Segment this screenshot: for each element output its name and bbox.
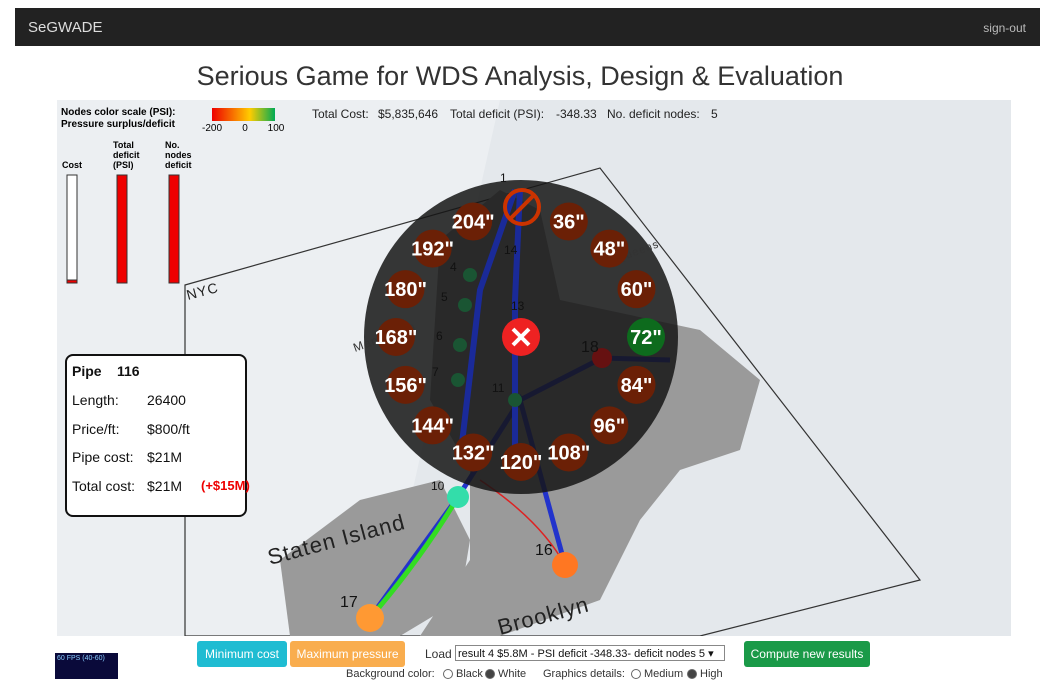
node-label: 13 bbox=[511, 299, 525, 313]
bar-label: Cost bbox=[62, 160, 82, 170]
node-label: 14 bbox=[504, 243, 518, 257]
diameter-label: 168" bbox=[375, 327, 418, 349]
diameter-label: 180" bbox=[384, 279, 427, 301]
diameter-label: 60" bbox=[621, 279, 653, 301]
region-label: NYC bbox=[185, 279, 221, 303]
option-black[interactable]: Black bbox=[440, 668, 483, 680]
option-text: White bbox=[498, 668, 526, 680]
load-label: Load : bbox=[425, 647, 458, 661]
bar-frame bbox=[67, 175, 77, 283]
region-label: Brooklyn bbox=[495, 591, 592, 636]
pipe-field-label: Pipe cost: bbox=[72, 449, 133, 465]
color-scale bbox=[212, 108, 275, 121]
diameter-label: 48" bbox=[594, 239, 626, 261]
bar-fill bbox=[169, 175, 179, 283]
summary-value: -348.33 bbox=[556, 107, 597, 121]
pipe-id: 116 bbox=[117, 363, 140, 379]
diameter-label: 192" bbox=[411, 239, 454, 261]
diameter-label: 36" bbox=[553, 212, 585, 234]
pipe-field-value: 26400 bbox=[147, 392, 186, 408]
node-label: 4 bbox=[450, 260, 457, 274]
max-pressure-button[interactable]: Maximum pressure bbox=[290, 641, 405, 667]
pipe-field-label: Total cost: bbox=[72, 478, 135, 494]
scale-tick: 100 bbox=[268, 123, 285, 134]
node-label: 18 bbox=[581, 339, 599, 356]
pipe-field-value: $21M bbox=[147, 478, 182, 494]
node-label: 6 bbox=[436, 329, 443, 343]
sign-out-link[interactable]: sign-out bbox=[983, 21, 1026, 35]
node-label: 5 bbox=[441, 290, 448, 304]
pipe-info-panel: Pipe 116 Length: 26400 Price/ft: $800/ft Pip… bbox=[65, 354, 247, 517]
node-label: 10 bbox=[431, 479, 445, 493]
diameter-label: 156" bbox=[384, 375, 427, 397]
load-select[interactable]: result 4 $5.8M - PSI deficit -348.33- de… bbox=[455, 645, 725, 661]
legend-title: Nodes color scale (PSI): bbox=[61, 107, 175, 118]
option-high[interactable]: High bbox=[684, 668, 723, 680]
summary-value: $5,835,646 bbox=[378, 107, 438, 121]
page-title: Serious Game for WDS Analysis, Design & … bbox=[0, 61, 1040, 92]
min-cost-button[interactable]: Minimum cost bbox=[197, 641, 287, 667]
option-text: Black bbox=[456, 668, 483, 680]
option-text: Medium bbox=[644, 668, 683, 680]
summary-label: No. deficit nodes: bbox=[607, 107, 700, 121]
summary-label: Total Cost: bbox=[312, 107, 369, 121]
pipe-title: Pipe bbox=[72, 363, 102, 379]
option-white[interactable]: White bbox=[482, 668, 526, 680]
summary-value: 5 bbox=[711, 107, 718, 121]
diameter-label: 204" bbox=[452, 212, 495, 234]
background-label: Background color: bbox=[346, 668, 435, 680]
diameter-label: 120" bbox=[500, 452, 543, 474]
compute-button[interactable]: Compute new results bbox=[744, 641, 870, 667]
diameter-label: 132" bbox=[452, 442, 495, 464]
node-label: 1 bbox=[500, 171, 507, 185]
pipe-field-label: Length: bbox=[72, 392, 119, 408]
page: SeGWADE sign-out Serious Game for WDS An… bbox=[0, 0, 1040, 679]
fps-text: 60 FPS (40-60) bbox=[57, 655, 105, 662]
region-label: Staten Island bbox=[265, 509, 408, 570]
diameter-label: 84" bbox=[621, 375, 653, 397]
scale-tick: -200 bbox=[202, 123, 222, 134]
pipe-field-value: $800/ft bbox=[147, 421, 190, 437]
pipe-field-value: $21M bbox=[147, 449, 182, 465]
option-medium[interactable]: Medium bbox=[628, 668, 683, 680]
bar-fill bbox=[67, 280, 77, 283]
navbar: SeGWADE sign-out bbox=[15, 8, 1040, 46]
diameter-label: 108" bbox=[547, 442, 590, 464]
summary: Total Cost: $5,835,646 Total deficit (PS… bbox=[312, 107, 718, 121]
node-label: 7 bbox=[432, 365, 439, 379]
graphics-label: Graphics details: bbox=[543, 668, 625, 680]
diameter-label: 72" bbox=[630, 327, 662, 349]
option-text: High bbox=[700, 668, 723, 680]
fps-meter: 60 FPS (40-60) bbox=[55, 653, 118, 679]
brand[interactable]: SeGWADE bbox=[28, 19, 102, 36]
diameter-label: 96" bbox=[594, 415, 626, 437]
pipe-field-label: Price/ft: bbox=[72, 421, 119, 437]
summary-label: Total deficit (PSI): bbox=[450, 107, 544, 121]
bar-fill bbox=[117, 175, 127, 283]
node-label: 17 bbox=[340, 594, 358, 611]
node-label: 11 bbox=[492, 381, 505, 395]
scale-tick: 0 bbox=[242, 123, 248, 134]
pipe-field-value: (+$15M) bbox=[201, 478, 250, 493]
node-label: 16 bbox=[535, 542, 553, 559]
diameter-options: 36" 48" 60" 72" 84" 96"108"120"132" 144" 156" 16… bbox=[375, 203, 665, 481]
legend-subtitle: Pressure surplus/deficit bbox=[61, 119, 176, 130]
load-selected: result 4 $5.8M - PSI deficit -348.33- de… bbox=[458, 648, 705, 660]
diameter-label: 144" bbox=[411, 415, 454, 437]
